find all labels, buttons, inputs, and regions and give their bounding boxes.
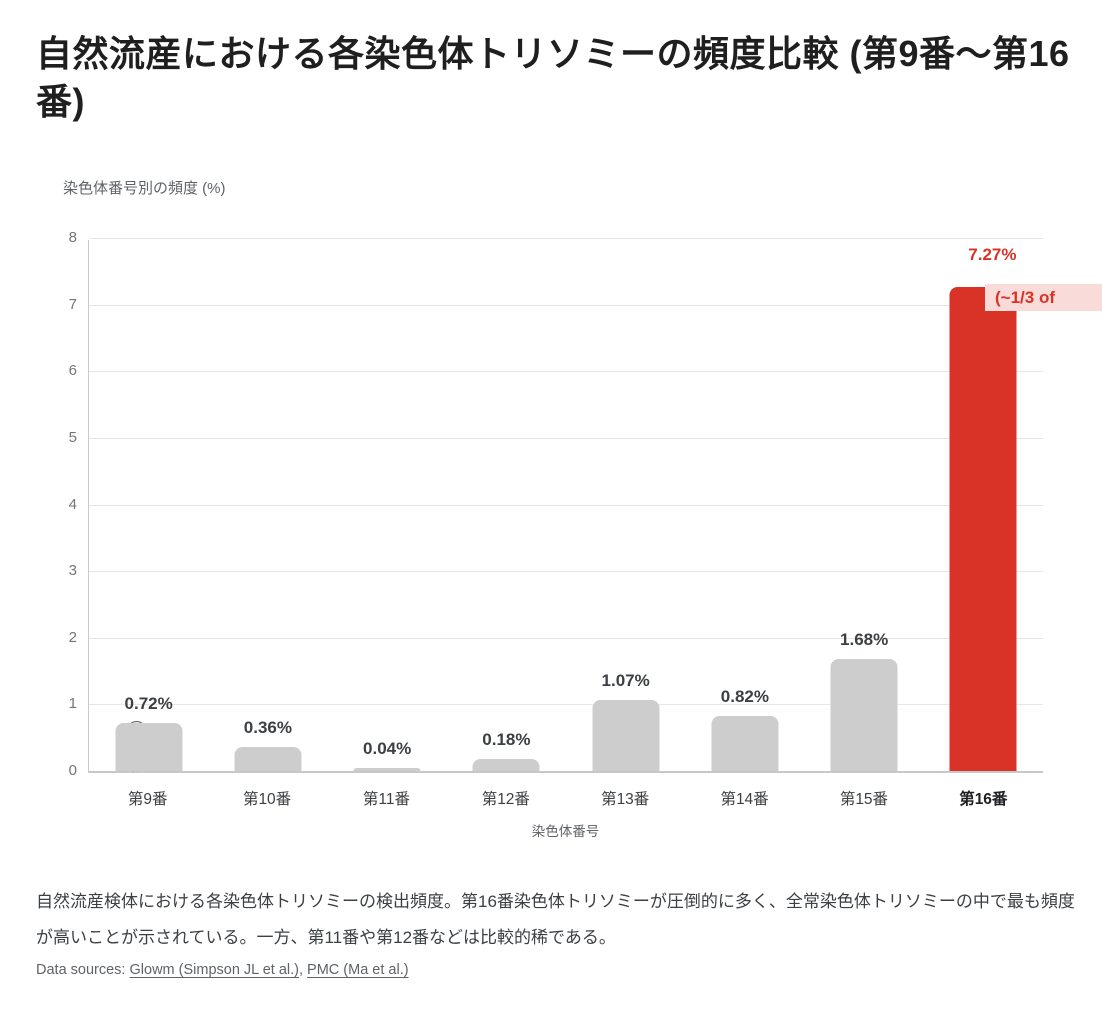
bar-value-label-第9番: 0.72% <box>124 694 173 714</box>
y-tick-label-6: 6 <box>68 362 77 380</box>
bar-slot-第9番: 0.72% <box>89 240 208 771</box>
x-tick-label-第13番: 第13番 <box>601 791 650 808</box>
y-tick-label-8: 8 <box>68 229 77 246</box>
bar-第10番 <box>234 747 302 771</box>
bar-第15番 <box>830 659 898 771</box>
bar-slot-第16番: 7.27% <box>924 240 1043 771</box>
bar-value-label-第13番: 1.07% <box>601 670 650 690</box>
chart-caption: 自然流産検体における各染色体トリソミーの検出頻度。第16番染色体トリソミーが圧倒… <box>36 892 1075 947</box>
bar-第11番 <box>353 768 421 771</box>
bar-value-label-第12番: 0.18% <box>482 730 531 750</box>
y-tick-label-3: 3 <box>68 562 77 580</box>
gridline-y-2 <box>89 637 1043 639</box>
x-tick-label-第10番: 第10番 <box>242 791 292 808</box>
bars-container: 0.72% 0.36% 0.04% 0.18% 1.07% 0.82% 1.68% 7.27% <box>89 240 1043 771</box>
bar-第14番 <box>711 716 779 771</box>
x-axis-tick-labels: 第9番 第10番 第11番 第12番 第13番 第14番 第15番 第16番 <box>88 787 1043 809</box>
y-tick-label-0: 0 <box>68 762 77 779</box>
page-title: 自然流産における各染色体トリソミーの頻度比較 (第9番～第16番) <box>36 33 1070 122</box>
x-tick-label-第9番: 第9番 <box>127 791 168 808</box>
x-tick-label-第16番: 第16番 <box>959 791 1008 808</box>
data-sources-line: Data sources: Glowm (Simpson JL et al.),… <box>36 962 409 978</box>
gridline-y-4 <box>89 504 1043 506</box>
y-tick-label-7: 7 <box>68 295 77 313</box>
bar-第12番 <box>472 759 540 771</box>
y-tick-label-5: 5 <box>68 428 77 446</box>
bar-value-label-第10番: 0.36% <box>243 718 292 738</box>
highlight-annotation-band: (~1/3 of <box>985 284 1102 311</box>
gridline-y-7 <box>89 304 1043 306</box>
source-link-2[interactable]: PMC (Ma et al.) <box>307 962 409 978</box>
x-tick-label-第15番: 第15番 <box>839 791 889 808</box>
bar-value-label-第15番: 1.68% <box>840 630 889 650</box>
x-tick-label-第12番: 第12番 <box>481 791 530 808</box>
bar-slot-第14番: 0.82% <box>685 240 804 771</box>
bar-第13番 <box>592 699 660 771</box>
bar-第9番 <box>115 723 183 771</box>
gridline-y-5 <box>89 437 1043 439</box>
bar-slot-第15番: 1.68% <box>805 240 924 771</box>
bar-slot-第11番: 0.04% <box>328 240 447 771</box>
bar-slot-第10番: 0.36% <box>208 240 327 771</box>
gridline-y-3 <box>89 571 1043 573</box>
x-tick-label-第14番: 第14番 <box>720 791 769 808</box>
gridline-y-1 <box>89 704 1043 706</box>
chart-subtitle: 染色体番号別の頻度 (%) <box>63 180 226 197</box>
bar-value-label-第16番: 7.27% <box>968 244 1017 264</box>
x-axis-title: 染色体番号 <box>531 824 600 839</box>
bar-slot-第13番: 1.07% <box>566 240 685 771</box>
y-tick-label-1: 1 <box>68 695 77 713</box>
bar-value-label-第14番: 0.82% <box>720 687 769 707</box>
y-tick-label-4: 4 <box>68 495 77 513</box>
bar-value-label-第11番: 0.04% <box>363 739 412 759</box>
highlighted-bar-第16番 <box>949 286 1017 771</box>
bar-slot-第12番: 0.18% <box>447 240 566 771</box>
gridline-y-8 <box>89 238 1043 239</box>
bar-chart-plot-area: 頻度 (%) 0.72%0.36%0.04%0.18%1.07%0.82%1.6… <box>69 229 1043 779</box>
source-link-1[interactable]: Glowm (Simpson JL et al.) <box>129 962 299 978</box>
gridline-y-6 <box>89 371 1043 373</box>
y-tick-label-2: 2 <box>68 628 77 646</box>
x-tick-label-第11番: 第11番 <box>362 791 410 808</box>
